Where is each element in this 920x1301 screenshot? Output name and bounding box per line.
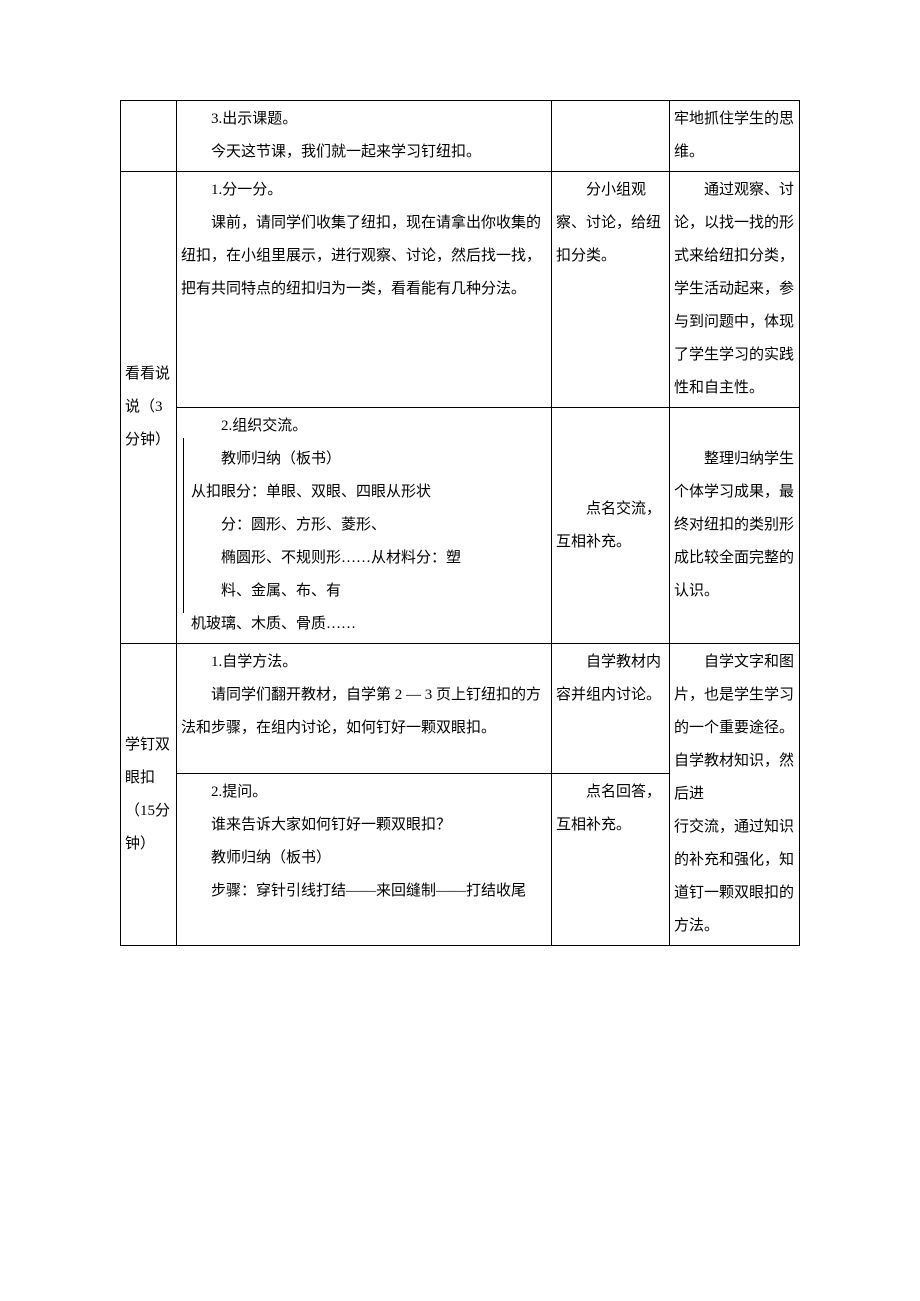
text: 自学文字和图片，也是学生学习的一个重要途径。自学教材知识，然后进 [674,646,795,811]
cell-teacher: 1.分一分。 课前，请同学们收集了纽扣，现在请拿出你收集的纽扣，在小组里展示，进… [177,172,552,408]
text: 谁来告诉大家如何钉好一颗双眼扣？ [181,809,547,842]
text: 自学教材内容并组内讨论。 [556,646,665,712]
text: 椭圆形、不规则形……从材料分：塑 [191,542,547,575]
cell-notes: 整理归纳学生个体学习成果，最终对纽扣的类别形成比较全面完整的认识。 [670,408,800,644]
text: 1.分一分。 [181,174,547,207]
cell-section-label: 学钉双眼扣（15分钟） [121,644,177,946]
lesson-plan-table: 3.出示课题。 今天这节课，我们就一起来学习钉纽扣。 牢地抓住学生的思维。 看看… [120,100,800,946]
text: 机玻璃、木质、骨质…… [191,608,547,641]
table-row: 2.组织交流。 教师归纳（板书） 从扣眼分：单眼、双眼、四眼从形状 分：圆形、方… [121,408,800,644]
text: 1.自学方法。 [181,646,547,679]
text: 行交流，通过知识的补充和强化，知道钉一颗双眼扣的方法。 [674,811,795,943]
text: 料、金属、布、有 [191,575,547,608]
text: 教师归纳（板书） [191,443,547,476]
table-row: 学钉双眼扣（15分钟） 1.自学方法。 请同学们翻开教材，自学第 2 — 3 页… [121,644,800,774]
text: 2.提问。 [181,776,547,809]
cell-teacher: 3.出示课题。 今天这节课，我们就一起来学习钉纽扣。 [177,101,552,172]
table-row: 看看说说（3分钟） 1.分一分。 课前，请同学们收集了纽扣，现在请拿出你收集的纽… [121,172,800,408]
cell-student: 分小组观察、讨论，给纽扣分类。 [552,172,670,408]
text: 教师归纳（板书） [181,842,547,875]
text: 学钉双眼扣（15分钟） [125,737,170,852]
text: 点名交流，互相补充。 [556,493,665,559]
text: 通过观察、讨论，以找一找的形式来给纽扣分类，学生活动起来，参与到问题中，体现了学… [674,174,795,405]
text: 课前，请同学们收集了纽扣，现在请拿出你收集的纽扣，在小组里展示，进行观察、讨论，… [181,207,547,306]
cell-teacher: 1.自学方法。 请同学们翻开教材，自学第 2 — 3 页上钉纽扣的方法和步骤，在… [177,644,552,774]
text: 3.出示课题。 [181,103,547,136]
text: 点名回答，互相补充。 [556,776,665,842]
text: 步骤：穿针引线打结——来回缝制——打结收尾 [181,875,547,908]
cell-student: 点名回答，互相补充。 [552,774,670,946]
cell-section-label: 看看说说（3分钟） [121,172,177,644]
cell-teacher: 2.提问。 谁来告诉大家如何钉好一颗双眼扣？ 教师归纳（板书） 步骤：穿针引线打… [177,774,552,946]
text: 今天这节课，我们就一起来学习钉纽扣。 [181,136,547,169]
text: 从扣眼分：单眼、双眼、四眼从形状 [191,476,547,509]
text: 2.组织交流。 [191,410,547,443]
brace-icon [179,438,189,613]
cell-student [552,101,670,172]
cell-notes: 牢地抓住学生的思维。 [670,101,800,172]
cell-section [121,101,177,172]
cell-notes: 自学文字和图片，也是学生学习的一个重要途径。自学教材知识，然后进 行交流，通过知… [670,644,800,946]
cell-student: 自学教材内容并组内讨论。 [552,644,670,774]
cell-student: 点名交流，互相补充。 [552,408,670,644]
page-container: 3.出示课题。 今天这节课，我们就一起来学习钉纽扣。 牢地抓住学生的思维。 看看… [0,0,920,1026]
cell-notes: 通过观察、讨论，以找一找的形式来给纽扣分类，学生活动起来，参与到问题中，体现了学… [670,172,800,408]
text: 整理归纳学生个体学习成果，最终对纽扣的类别形成比较全面完整的认识。 [674,443,795,608]
text: 请同学们翻开教材，自学第 2 — 3 页上钉纽扣的方法和步骤，在组内讨论，如何钉… [181,679,547,745]
text: 分小组观察、讨论，给纽扣分类。 [556,174,665,273]
text: 看看说说（3分钟） [125,366,170,448]
cell-teacher: 2.组织交流。 教师归纳（板书） 从扣眼分：单眼、双眼、四眼从形状 分：圆形、方… [177,408,552,644]
table-row: 3.出示课题。 今天这节课，我们就一起来学习钉纽扣。 牢地抓住学生的思维。 [121,101,800,172]
text: 分：圆形、方形、菱形、 [191,509,547,542]
text: 牢地抓住学生的思维。 [674,103,795,169]
